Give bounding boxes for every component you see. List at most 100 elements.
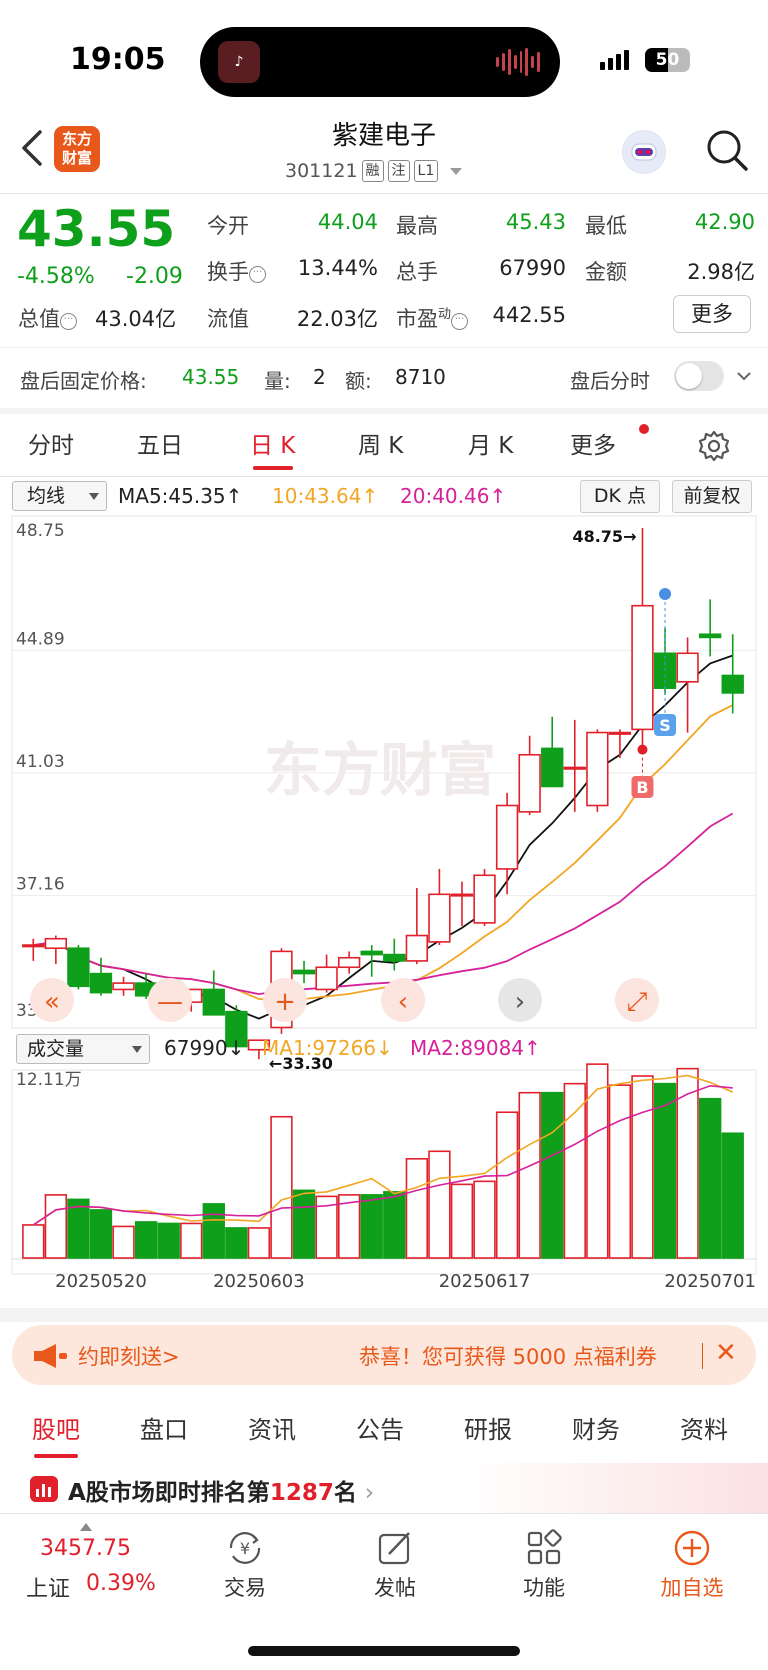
stock-code-row[interactable]: 301121 融 注 L1 — [285, 160, 463, 182]
tab-announcements[interactable]: 公告 — [356, 1416, 404, 1444]
volume-select[interactable]: 成交量 — [16, 1034, 150, 1064]
volume-bar — [22, 1224, 45, 1259]
pan-left-icon[interactable] — [381, 978, 425, 1022]
close-icon[interactable]: ✕ — [715, 1338, 737, 1368]
nav-trade[interactable]: ¥ 交易 — [195, 1528, 295, 1602]
info-icon[interactable]: ··· — [60, 313, 77, 330]
tab-monthly-k[interactable]: 月 K — [468, 433, 514, 459]
promo-divider — [702, 1343, 703, 1369]
ma20-value: 20:40.46↑ — [400, 484, 507, 508]
x-axis-labels: 20250520 20250603 20250617 20250701 — [55, 1271, 756, 1292]
rank-prefix: A股市场即时排名第 — [68, 1480, 270, 1506]
volume-bar — [653, 1082, 677, 1259]
app-logo: 东方 财富 — [54, 126, 100, 172]
promo-left-text[interactable]: 约即刻送> — [78, 1345, 180, 1369]
change-percent: -4.58% — [17, 264, 95, 289]
volume-bar — [225, 1227, 248, 1259]
level1-tag: L1 — [413, 160, 439, 182]
promo-right-text[interactable]: 恭喜！您可获得 5000 点福利券 — [359, 1345, 657, 1369]
tab-forum[interactable]: 股吧 — [32, 1416, 80, 1444]
search-icon[interactable] — [705, 128, 749, 172]
tab-financials[interactable]: 财务 — [572, 1416, 620, 1444]
candle-body — [202, 988, 225, 1016]
info-icon[interactable]: ··· — [451, 313, 469, 330]
tab-daily-k[interactable]: 日 K — [250, 433, 296, 459]
market-rank-row[interactable]: A股市场即时排名第1287名 › — [0, 1463, 768, 1513]
more-quote-button[interactable]: 更多 — [673, 295, 751, 333]
volume-bar — [698, 1097, 722, 1259]
candle-body — [631, 604, 654, 731]
candle-body — [698, 633, 722, 639]
nav-function[interactable]: 功能 — [494, 1528, 594, 1602]
float-cap-label: 流值 — [207, 307, 249, 331]
dropdown-caret-icon — [450, 167, 463, 175]
turnover-label-text: 换手 — [207, 260, 249, 284]
market-cap-label[interactable]: 总值 ··· — [18, 303, 77, 333]
home-indicator[interactable] — [248, 1646, 520, 1656]
nav-add-watchlist[interactable]: 加自选 — [642, 1528, 742, 1602]
volume-bar — [450, 1183, 474, 1259]
low-label: 最低 — [585, 214, 627, 238]
info-icon[interactable]: ··· — [249, 266, 266, 283]
tab-five-day[interactable]: 五日 — [137, 433, 183, 459]
index-value[interactable]: 3457.75 — [40, 1536, 131, 1561]
index-change[interactable]: 0.39% — [86, 1571, 156, 1596]
volume-value: 67990↓ — [164, 1036, 245, 1060]
buy-signal-dot — [637, 744, 648, 755]
tab-weekly-k[interactable]: 周 K — [358, 433, 404, 459]
low-value: 42.90 — [694, 210, 755, 234]
nav-trade-label: 交易 — [224, 1576, 266, 1600]
margin-tag: 融 — [361, 160, 384, 182]
pan-right-icon[interactable] — [498, 978, 542, 1022]
rank-suffix: 名 — [333, 1480, 357, 1506]
tab-more[interactable]: 更多 — [570, 433, 616, 459]
adjust-price-button[interactable]: 前复权 — [672, 480, 752, 513]
nav-post[interactable]: 发帖 — [345, 1528, 445, 1602]
volume-select-label: 成交量 — [27, 1038, 85, 1060]
volume-bar — [337, 1194, 361, 1259]
tab-news[interactable]: 资讯 — [248, 1416, 296, 1444]
volume-bar — [89, 1209, 113, 1259]
index-name[interactable]: 上证 — [26, 1577, 71, 1602]
turnover-label[interactable]: 换手 ··· — [207, 256, 266, 286]
amount-value: 2.98亿 — [687, 260, 755, 284]
grid-icon — [527, 1529, 562, 1565]
indicator-select[interactable]: 均线 — [12, 481, 107, 511]
volume-bar — [134, 1221, 158, 1259]
after-hours-volume: 2 — [313, 365, 326, 389]
pe-label[interactable]: 市盈动 ··· — [396, 303, 469, 333]
tab-order-book[interactable]: 盘口 — [140, 1416, 188, 1444]
kline-chart[interactable]: 东方财富 48.7544.8941.0337.1633.3048.75→←33.… — [0, 0, 768, 1310]
after-hours-label: 盘后固定价格: — [20, 369, 147, 393]
volume-bar — [495, 1111, 519, 1259]
promo-banner[interactable]: 约即刻送> 恭喜！您可获得 5000 点福利券 ✕ — [12, 1325, 756, 1385]
volume-bar — [676, 1067, 699, 1259]
candle-body — [225, 1010, 248, 1048]
back-chevron-icon[interactable] — [18, 128, 48, 168]
pan-far-left-icon[interactable] — [30, 978, 74, 1022]
fullscreen-icon[interactable] — [615, 978, 659, 1022]
volume-bar — [112, 1225, 135, 1259]
status-time: 19:05 — [70, 42, 166, 77]
zoom-in-icon[interactable] — [263, 978, 307, 1022]
candle-body — [383, 953, 406, 962]
dk-point-button[interactable]: DK 点 — [580, 480, 660, 513]
tab-research[interactable]: 研报 — [464, 1416, 512, 1444]
volume-bar — [631, 1075, 654, 1259]
after-hours-volume-label: 量: — [264, 369, 291, 393]
chevron-right-icon: › — [364, 1480, 375, 1506]
pe-label-text: 市盈 — [396, 307, 438, 331]
chevron-down-icon[interactable] — [736, 368, 752, 384]
zoom-out-icon[interactable] — [148, 978, 192, 1022]
expand-up-icon[interactable] — [80, 1523, 92, 1531]
tab-intraday[interactable]: 分时 — [28, 433, 74, 459]
x-axis-label: 20250701 — [664, 1271, 756, 1292]
candle-body — [405, 934, 429, 962]
gear-icon[interactable] — [697, 429, 731, 463]
yuan-exchange-icon: ¥ — [229, 1532, 261, 1564]
after-hours-toggle[interactable] — [674, 361, 724, 391]
candle-body — [292, 969, 316, 975]
tab-profile[interactable]: 资料 — [680, 1416, 728, 1444]
robot-assistant-icon[interactable] — [622, 130, 666, 174]
open-value: 44.04 — [317, 210, 378, 234]
